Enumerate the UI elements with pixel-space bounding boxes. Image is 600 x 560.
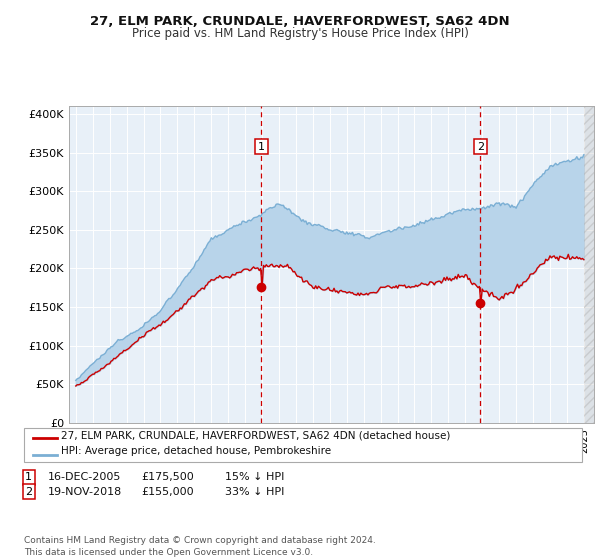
Text: Contains HM Land Registry data © Crown copyright and database right 2024.
This d: Contains HM Land Registry data © Crown c… (24, 536, 376, 557)
Text: 1: 1 (258, 142, 265, 152)
Text: 19-NOV-2018: 19-NOV-2018 (48, 487, 122, 497)
Text: 2: 2 (25, 487, 32, 497)
Text: 2: 2 (476, 142, 484, 152)
Text: £175,500: £175,500 (141, 472, 194, 482)
Text: HPI: Average price, detached house, Pembrokeshire: HPI: Average price, detached house, Pemb… (61, 446, 331, 456)
Text: £155,000: £155,000 (141, 487, 194, 497)
Text: 15% ↓ HPI: 15% ↓ HPI (225, 472, 284, 482)
Text: 27, ELM PARK, CRUNDALE, HAVERFORDWEST, SA62 4DN: 27, ELM PARK, CRUNDALE, HAVERFORDWEST, S… (90, 15, 510, 28)
Text: 16-DEC-2005: 16-DEC-2005 (48, 472, 121, 482)
Text: 27, ELM PARK, CRUNDALE, HAVERFORDWEST, SA62 4DN (detached house): 27, ELM PARK, CRUNDALE, HAVERFORDWEST, S… (61, 430, 451, 440)
Text: Price paid vs. HM Land Registry's House Price Index (HPI): Price paid vs. HM Land Registry's House … (131, 27, 469, 40)
Text: 1: 1 (25, 472, 32, 482)
Text: 33% ↓ HPI: 33% ↓ HPI (225, 487, 284, 497)
